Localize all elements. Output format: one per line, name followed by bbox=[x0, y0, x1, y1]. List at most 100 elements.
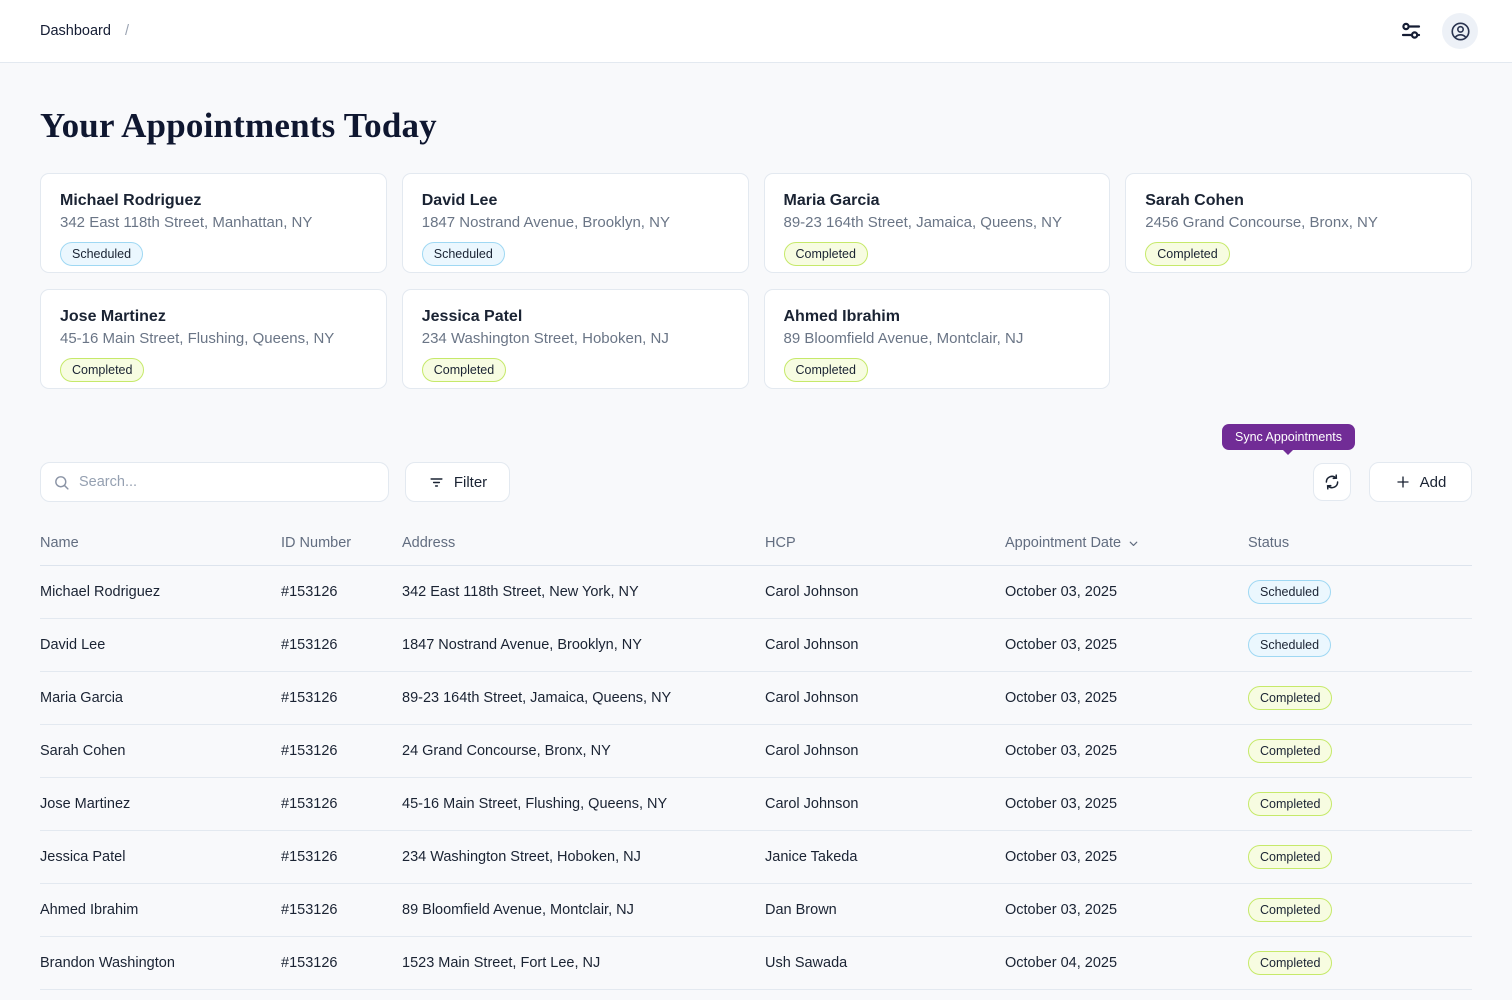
card-address: 1847 Nostrand Avenue, Brooklyn, NY bbox=[421, 214, 670, 231]
cell-address: 24 Grand Concourse, Bronx, NY bbox=[402, 724, 765, 778]
cell-date: October 04, 2025 bbox=[1005, 989, 1248, 1000]
appointment-card: David Lee 1847 Nostrand Avenue, Brooklyn… bbox=[401, 173, 749, 273]
avatar-button[interactable] bbox=[1442, 13, 1478, 49]
cell-hcp: Carol Johnson bbox=[765, 724, 1005, 778]
column-header-status: Status bbox=[1248, 529, 1472, 566]
cell-id: #153126 bbox=[281, 724, 402, 778]
status-badge: Scheduled bbox=[1248, 580, 1332, 604]
topbar: Dashboard / bbox=[0, 0, 1512, 63]
cell-address: 45-16 Main Street, Flushing, Queens, NY bbox=[402, 777, 765, 831]
cell-date: October 03, 2025 bbox=[1005, 618, 1248, 672]
add-label: Add bbox=[1419, 473, 1447, 491]
cell-date: October 03, 2025 bbox=[1005, 724, 1248, 778]
card-patient-name: David Lee bbox=[421, 192, 498, 209]
card-address: 45-16 Main Street, Flushing, Queens, NY bbox=[60, 330, 335, 347]
cell-id: #153126 bbox=[281, 883, 402, 937]
table-row[interactable]: David Lee #153126 1847 Nostrand Avenue, … bbox=[40, 618, 1472, 672]
status-badge: Completed bbox=[1248, 792, 1333, 816]
cell-status: Scheduled bbox=[1248, 618, 1472, 672]
status-badge: Completed bbox=[1248, 951, 1333, 975]
sliders-icon bbox=[1399, 19, 1423, 43]
cell-address: 89 Bloomfield Avenue, Montclair, NJ bbox=[402, 883, 765, 937]
sync-tooltip-label: Sync Appointments bbox=[1234, 430, 1342, 444]
cell-name: Michael Rodriguez bbox=[40, 565, 281, 619]
card-patient-name: Maria Garcia bbox=[783, 192, 880, 209]
cell-hcp: Ush Sawada bbox=[765, 936, 1005, 990]
appointments-table: Name ID Number Address HCP Appointment D… bbox=[40, 529, 1472, 1000]
card-address: 342 East 118th Street, Manhattan, NY bbox=[60, 214, 313, 231]
topbar-actions bbox=[1399, 13, 1478, 49]
main-content: Your Appointments Today Michael Rodrigue… bbox=[0, 106, 1512, 1000]
cell-id: #153126 bbox=[281, 777, 402, 831]
column-header-id: ID Number bbox=[281, 529, 402, 566]
table-row[interactable]: Michael Rodriguez #153126 342 East 118th… bbox=[40, 565, 1472, 619]
filter-label: Filter bbox=[453, 473, 488, 491]
filter-button[interactable]: Filter bbox=[405, 462, 510, 502]
status-badge: Completed bbox=[783, 358, 868, 382]
cell-date: October 03, 2025 bbox=[1005, 565, 1248, 619]
add-button[interactable]: Add bbox=[1369, 462, 1472, 502]
card-patient-name: Sarah Cohen bbox=[1145, 192, 1244, 209]
cell-address: 1847 Nostrand Avenue, Brooklyn, NY bbox=[402, 618, 765, 672]
cell-date: October 03, 2025 bbox=[1005, 777, 1248, 831]
cell-name: Jose Martinez bbox=[40, 777, 281, 831]
table-row[interactable]: Jose Martinez #153126 45-16 Main Street,… bbox=[40, 777, 1472, 831]
table-header-row: Name ID Number Address HCP Appointment D… bbox=[40, 529, 1472, 566]
status-badge: Completed bbox=[1248, 739, 1333, 763]
table-row[interactable]: Ahmed Ibrahim #153126 89 Bloomfield Aven… bbox=[40, 883, 1472, 937]
status-badge: Completed bbox=[1145, 242, 1230, 266]
appointment-card: Sarah Cohen 2456 Grand Concourse, Bronx,… bbox=[1125, 173, 1472, 273]
breadcrumb-dashboard[interactable]: Dashboard bbox=[40, 23, 111, 39]
table-row[interactable]: Brandon Washington #153126 1523 Main Str… bbox=[40, 936, 1472, 990]
cell-name: Ahmed Ibrahim bbox=[40, 883, 281, 937]
status-badge: Scheduled bbox=[60, 242, 144, 266]
cell-status: Completed bbox=[1248, 883, 1472, 937]
cell-status: Completed bbox=[1248, 724, 1472, 778]
table-row[interactable]: Maria Garcia #153126 89-23 164th Street,… bbox=[40, 671, 1472, 725]
cell-status: Completed bbox=[1248, 936, 1472, 990]
status-badge: Completed bbox=[783, 242, 868, 266]
table-row[interactable]: Kevin O’Brien #153126 89 Delancey Street… bbox=[40, 989, 1472, 1000]
cell-status: Completed bbox=[1248, 777, 1472, 831]
column-header-date[interactable]: Appointment Date bbox=[1005, 529, 1248, 566]
table-row[interactable]: Sarah Cohen #153126 24 Grand Concourse, … bbox=[40, 724, 1472, 778]
column-header-hcp: HCP bbox=[765, 529, 1005, 566]
cell-hcp: Jean D’Andrea bbox=[765, 989, 1005, 1000]
plus-icon bbox=[1395, 474, 1411, 490]
cell-date: October 04, 2025 bbox=[1005, 936, 1248, 990]
column-header-address: Address bbox=[402, 529, 765, 566]
table-row[interactable]: Jessica Patel #153126 234 Washington Str… bbox=[40, 830, 1472, 884]
cell-hcp: Carol Johnson bbox=[765, 618, 1005, 672]
cell-date: October 03, 2025 bbox=[1005, 671, 1248, 725]
cell-name: Sarah Cohen bbox=[40, 724, 281, 778]
cell-hcp: Janice Takeda bbox=[765, 830, 1005, 884]
sort-chevron-down-icon bbox=[1127, 537, 1140, 550]
card-patient-name: Jessica Patel bbox=[421, 308, 523, 325]
cell-address: 234 Washington Street, Hoboken, NJ bbox=[402, 830, 765, 884]
cell-id: #153126 bbox=[281, 936, 402, 990]
sync-button[interactable] bbox=[1313, 463, 1351, 501]
status-badge: Completed bbox=[1248, 845, 1333, 869]
cell-hcp: Carol Johnson bbox=[765, 565, 1005, 619]
status-badge: Scheduled bbox=[1248, 633, 1332, 657]
sync-tooltip: Sync Appointments bbox=[1221, 424, 1355, 455]
search-input[interactable] bbox=[79, 474, 376, 490]
sync-refresh-icon bbox=[1323, 473, 1341, 491]
cell-address: 342 East 118th Street, New York, NY bbox=[402, 565, 765, 619]
status-badge: Completed bbox=[1248, 686, 1333, 710]
cell-address: 89-23 164th Street, Jamaica, Queens, NY bbox=[402, 671, 765, 725]
account-icon bbox=[1449, 20, 1472, 43]
appointment-card: Maria Garcia 89-23 164th Street, Jamaica… bbox=[763, 173, 1111, 273]
card-patient-name: Ahmed Ibrahim bbox=[783, 308, 900, 325]
toolbar-right: Sync Appointments bbox=[1221, 424, 1472, 502]
cell-name: Jessica Patel bbox=[40, 830, 281, 884]
cell-address: 1523 Main Street, Fort Lee, NJ bbox=[402, 936, 765, 990]
cell-name: Maria Garcia bbox=[40, 671, 281, 725]
settings-sliders-button[interactable] bbox=[1399, 19, 1423, 43]
card-patient-name: Michael Rodriguez bbox=[60, 192, 202, 209]
cell-hcp: Carol Johnson bbox=[765, 777, 1005, 831]
cell-id: #153126 bbox=[281, 989, 402, 1000]
search-box[interactable] bbox=[40, 462, 389, 502]
card-address: 89 Bloomfield Avenue, Montclair, NJ bbox=[783, 330, 1024, 347]
cell-date: October 03, 2025 bbox=[1005, 883, 1248, 937]
